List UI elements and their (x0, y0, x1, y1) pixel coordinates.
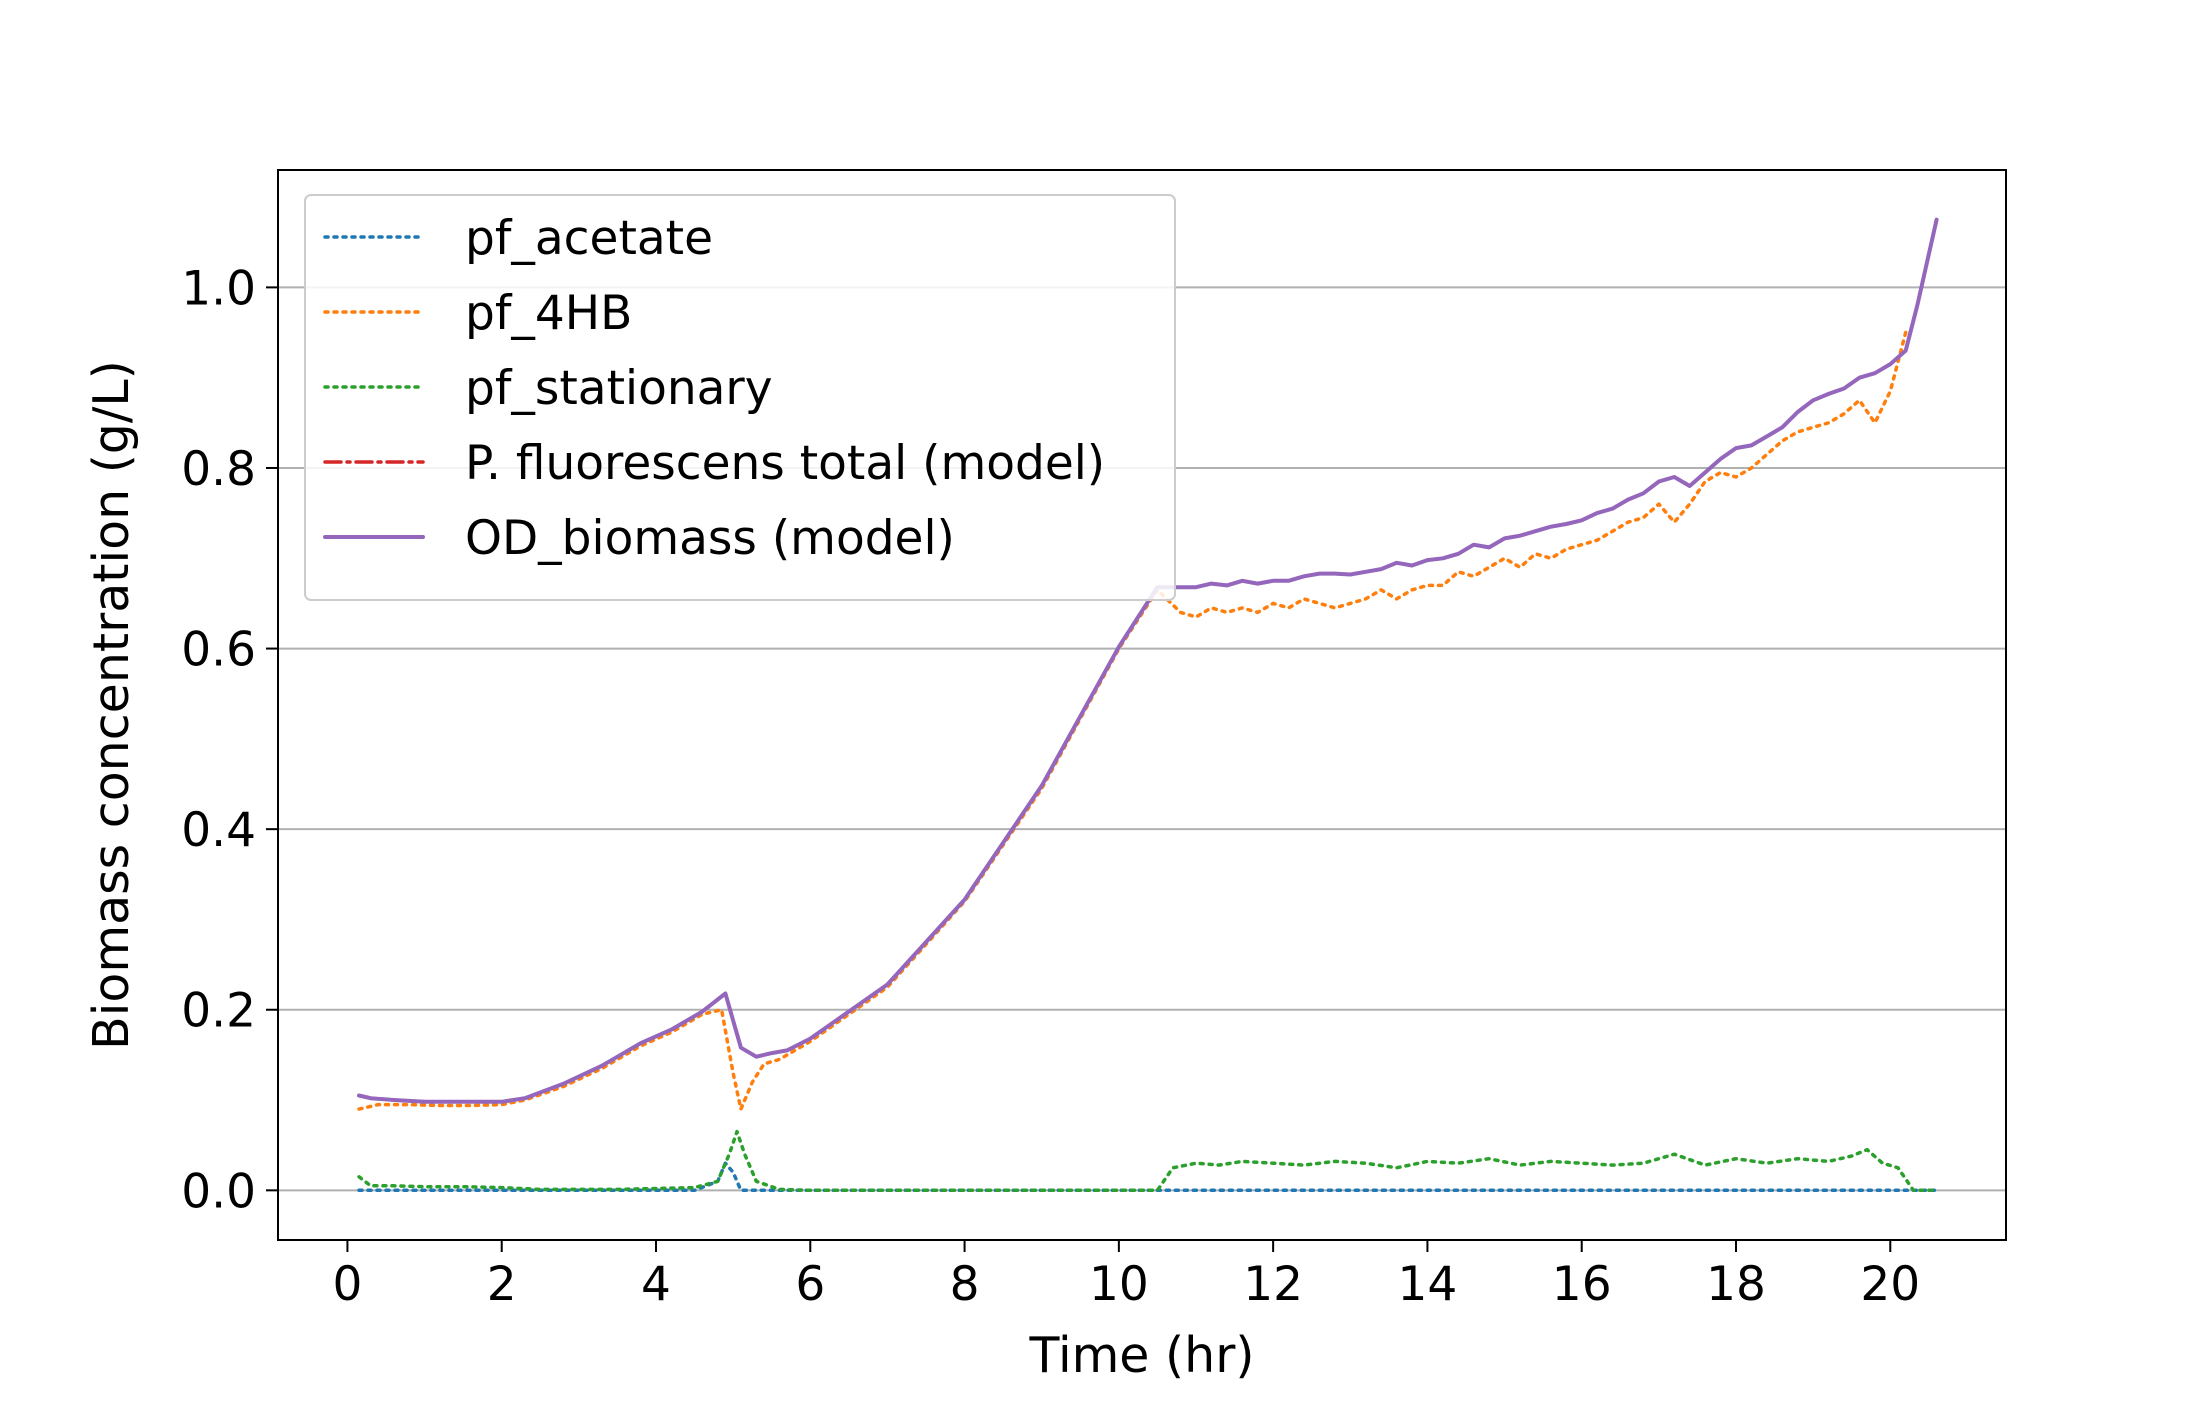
series-line-2 (357, 1129, 1939, 1193)
legend: pf_acetate pf_4HB pf_stationary P. fluoresc… (304, 194, 1176, 601)
x-tick-label-10: 20 (1860, 1257, 1920, 1312)
y-tick-label-4: 0.8 (181, 442, 256, 497)
x-tick-label-2: 4 (641, 1257, 671, 1312)
y-tick-label-0: 0.0 (181, 1164, 256, 1219)
x-tick-label-5: 10 (1089, 1257, 1149, 1312)
x-tick-label-9: 18 (1706, 1257, 1766, 1312)
legend-label-2: pf_stationary (465, 361, 773, 416)
y-axis-label: Biomass concentration (g/L) (83, 360, 140, 1050)
y-axis-ticks: 0.0 0.2 0.4 0.6 0.8 1.0 (181, 261, 278, 1219)
legend-label-4: OD_biomass (model) (465, 511, 955, 566)
legend-label-0: pf_acetate (465, 211, 713, 266)
y-tick-label-2: 0.4 (181, 803, 256, 858)
y-tick-label-3: 0.6 (181, 623, 256, 678)
y-tick-label-1: 0.2 (181, 984, 256, 1039)
x-tick-label-6: 12 (1243, 1257, 1303, 1312)
plot-area-frame (277, 169, 2007, 1241)
series-line-1 (357, 330, 1908, 1111)
x-tick-label-4: 8 (950, 1257, 980, 1312)
x-tick-label-8: 16 (1552, 1257, 1612, 1312)
series-lines (357, 217, 1939, 1193)
x-axis-ticks: 0 2 4 6 8 10 12 14 16 18 20 (332, 1240, 1920, 1312)
x-tick-label-0: 0 (332, 1257, 362, 1312)
legend-label-1: pf_4HB (465, 286, 632, 341)
legend-box (304, 194, 1176, 601)
x-tick-label-7: 14 (1398, 1257, 1458, 1312)
series-line-0 (357, 1161, 1939, 1193)
x-tick-label-3: 6 (795, 1257, 825, 1312)
y-tick-label-5: 1.0 (181, 261, 256, 316)
series-line-4 (357, 217, 1939, 1104)
x-axis-label: Time (hr) (1029, 1327, 1255, 1384)
x-tick-label-1: 2 (487, 1257, 517, 1312)
legend-label-3: P. fluorescens total (model) (465, 436, 1105, 491)
